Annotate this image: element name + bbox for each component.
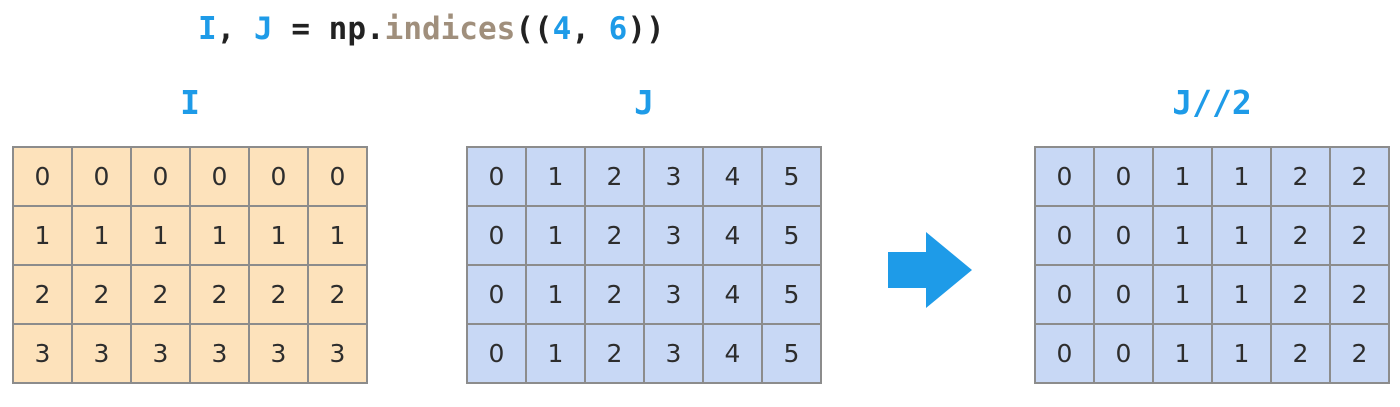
array-cell: 1 [132,207,191,266]
array-cell: 5 [763,266,822,325]
array-cell: 2 [1331,207,1390,266]
array-cell: 2 [250,266,309,325]
array-cell: 2 [1272,325,1331,384]
array-cell: 3 [132,325,191,384]
array-cell: 5 [763,207,822,266]
array-cell: 2 [1272,266,1331,325]
code-var-j: J [254,11,273,47]
array-cell: 1 [1213,207,1272,266]
array-cell: 0 [1036,148,1095,207]
array-cell: 3 [191,325,250,384]
panel-label-j: J [634,83,654,122]
array-cell: 3 [73,325,132,384]
array-cell: 1 [191,207,250,266]
array-cell: 4 [704,266,763,325]
array-cell: 0 [1036,207,1095,266]
panel-label-j-half: J//2 [1172,83,1252,122]
code-function: indices [384,11,516,47]
array-cell: 3 [309,325,368,384]
array-cell: 2 [14,266,73,325]
array-cell: 1 [250,207,309,266]
array-cell: 2 [586,207,645,266]
array-cell: 2 [1272,148,1331,207]
array-cell: 0 [132,148,191,207]
array-cell: 5 [763,325,822,384]
array-cell: 4 [704,207,763,266]
array-cell: 3 [645,325,704,384]
array-cell: 0 [309,148,368,207]
array-cell: 0 [1095,148,1154,207]
code-separator: , [571,11,609,47]
array-cell: 2 [132,266,191,325]
array-cell: 2 [586,325,645,384]
array-cell: 2 [1331,325,1390,384]
array-cell: 1 [527,148,586,207]
array-cell: 1 [527,325,586,384]
array-cell: 0 [468,266,527,325]
array-cell: 2 [1272,207,1331,266]
array-cell: 0 [468,148,527,207]
array-cell: 2 [1331,148,1390,207]
array-cell: 0 [14,148,73,207]
array-cell: 0 [468,325,527,384]
array-cell: 3 [645,266,704,325]
array-cell: 2 [586,266,645,325]
array-cell: 4 [704,325,763,384]
array-cell: 0 [1095,207,1154,266]
array-cell: 0 [250,148,309,207]
array-cell: 2 [73,266,132,325]
array-cell: 1 [1213,325,1272,384]
array-cell: 2 [309,266,368,325]
array-cell: 4 [704,148,763,207]
array-cell: 0 [191,148,250,207]
array-cell: 1 [1154,207,1213,266]
array-cell: 5 [763,148,822,207]
array-cell: 3 [14,325,73,384]
array-cell: 1 [1154,266,1213,325]
array-cell: 1 [309,207,368,266]
array-cell: 0 [1036,266,1095,325]
code-expression: I, J = np.indices((4, 6)) [198,4,665,54]
array-cell: 1 [1213,266,1272,325]
code-var-i: I [198,11,217,47]
array-cell: 0 [1036,325,1095,384]
array-cell: 2 [1331,266,1390,325]
array-cell: 1 [1154,148,1213,207]
code-open-paren: (( [515,11,553,47]
array-cell: 0 [468,207,527,266]
panel-label-i: I [180,83,200,122]
array-cell: 1 [527,207,586,266]
array-cell: 3 [250,325,309,384]
right-arrow-icon [888,232,972,308]
code-arg-cols: 6 [608,11,628,47]
array-cell: 1 [527,266,586,325]
code-arg-rows: 4 [552,11,572,47]
array-cell: 0 [1095,325,1154,384]
array-cell: 3 [645,148,704,207]
code-comma: , [216,11,254,47]
array-cell: 3 [645,207,704,266]
array-cell: 2 [191,266,250,325]
array-cell: 1 [73,207,132,266]
array-cell: 1 [14,207,73,266]
code-assign: = np. [272,11,385,47]
array-cell: 1 [1154,325,1213,384]
array-cell: 1 [1213,148,1272,207]
array-cell: 2 [586,148,645,207]
array-cell: 0 [1095,266,1154,325]
code-close-paren: )) [627,11,665,47]
array-cell: 0 [73,148,132,207]
